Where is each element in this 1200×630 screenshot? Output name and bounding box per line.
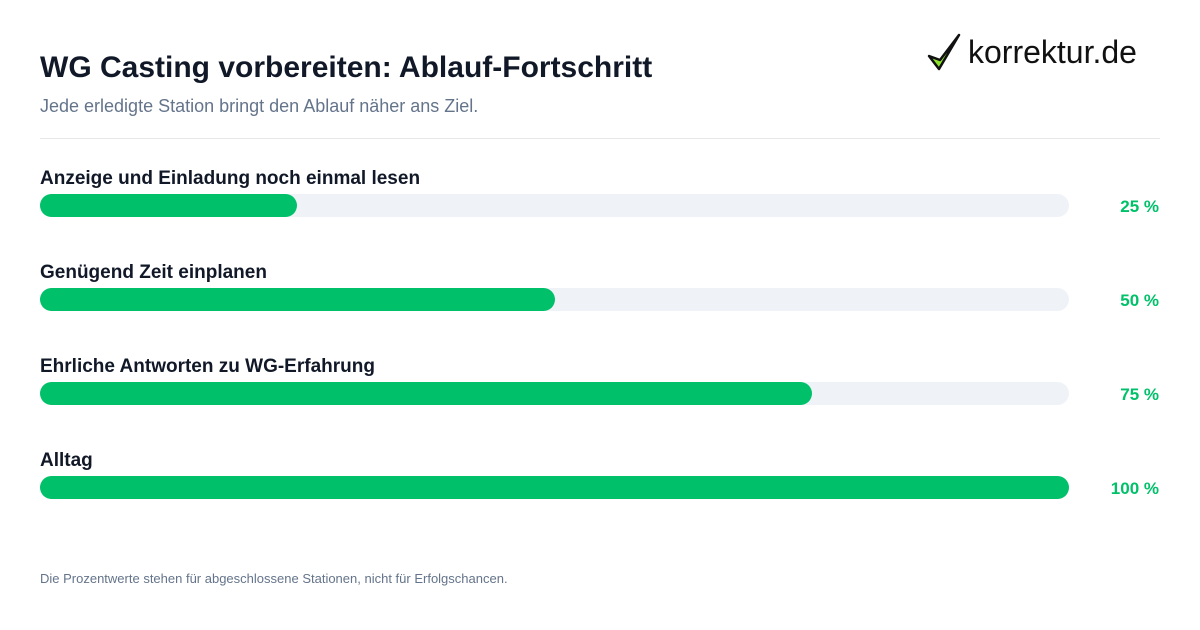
bar-track <box>40 382 1069 405</box>
bar-fill <box>40 194 298 217</box>
bar-value-label: 25 % <box>1120 197 1159 216</box>
bar-label: Ehrliche Antworten zu WG-Erfahrung <box>40 356 375 377</box>
bar-fill <box>40 288 555 311</box>
brand-logo[interactable]: korrektur.de <box>926 30 1137 74</box>
bar-label: Alltag <box>40 450 93 471</box>
bar-track <box>40 194 1069 217</box>
bar-track <box>40 288 1069 311</box>
bar-track <box>40 476 1069 499</box>
bar-label: Genügend Zeit einplanen <box>40 262 267 283</box>
footnote: Die Prozentwerte stehen für abgeschlosse… <box>40 571 508 586</box>
bar-label: Anzeige und Einladung noch einmal lesen <box>40 168 421 189</box>
header-divider <box>40 138 1160 139</box>
page-subtitle: Jede erledigte Station bringt den Ablauf… <box>40 96 479 116</box>
checkmark-icon <box>927 33 961 71</box>
bar-fill <box>40 476 1069 499</box>
bar-fill <box>40 382 812 405</box>
bar-value-label: 75 % <box>1120 385 1159 404</box>
brand-logo-text: korrektur.de <box>968 33 1137 70</box>
bar-value-label: 100 % <box>1110 479 1159 498</box>
bar-value-label: 50 % <box>1120 291 1159 310</box>
page-title: WG Casting vorbereiten: Ablauf-Fortschri… <box>40 51 653 84</box>
